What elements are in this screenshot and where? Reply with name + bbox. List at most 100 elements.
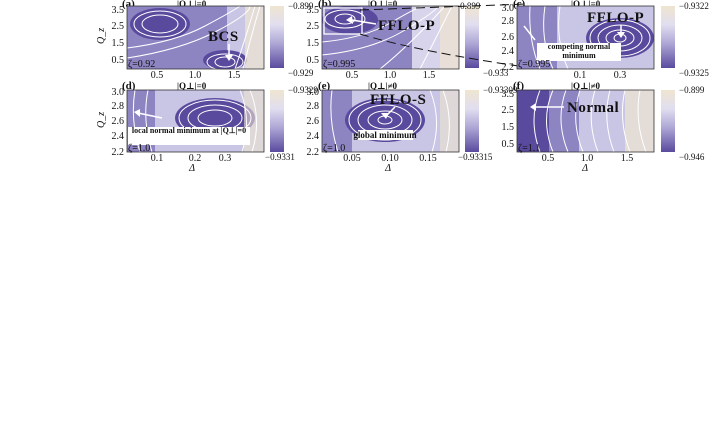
panel-d-label: (d) — [122, 80, 136, 92]
panel-a-plot — [126, 5, 265, 71]
panel-a: (a) |Q⊥|=0 BCS ζ=0.92 Q_z 3.5 — [96, 0, 314, 81]
panel-a-xtick: 1.5 — [228, 70, 241, 81]
panel-d-note: local normal minimum at |Q⊥|=0 — [131, 127, 247, 135]
panel-e-zeta: ζ=1.0 — [323, 143, 345, 154]
panel-e-xtick: 0.10 — [381, 153, 399, 164]
panel-f-cb-bottom: −0.946 — [679, 152, 705, 162]
panel-b: (b) |Q⊥|=0 FFLO-P ζ=0.995 3.5 2.5 1.5 0.… — [307, 0, 533, 81]
panel-d-ylabel: Q_z — [96, 112, 107, 128]
panel-c-note-box — [537, 43, 621, 61]
panel-b-label: (b) — [318, 0, 332, 10]
panel-d-arrow — [137, 112, 163, 119]
panel-e: (e) |Q⊥|≠0 FFLO-S global minimum ζ=1.0 3… — [307, 80, 518, 174]
panel-e-label: (e) — [318, 80, 331, 92]
panel-c-note-arrow — [523, 25, 536, 41]
panel-a-ytick: 3.5 — [112, 5, 125, 16]
panel-b-colorbar — [465, 6, 479, 68]
panel-f-ytick: 3.5 — [502, 89, 515, 100]
panel-f-plot — [516, 89, 655, 153]
panel-c-zeta: ζ=0.995 — [518, 59, 550, 70]
panel-e-xtick: 0.15 — [419, 153, 437, 164]
panel-f-xtick: 1.5 — [621, 153, 634, 164]
panel-b-ytick: 0.5 — [307, 55, 320, 66]
panel-b-zeta: ζ=0.995 — [323, 59, 355, 70]
panel-c-label: (c) — [513, 0, 526, 10]
panel-f-label: (f) — [513, 80, 524, 92]
panel-b-ytick: 3.5 — [307, 5, 320, 16]
panel-a-cb-bottom: −0.929 — [288, 68, 314, 78]
panel-d-title: |Q⊥|=0 — [177, 81, 207, 91]
panel-f-cb-top: −0.899 — [679, 85, 705, 95]
panel-c-ytick: 2.8 — [502, 16, 515, 27]
panel-d-ytick: 2.2 — [112, 147, 125, 158]
panel-d-xlabel: Δ — [188, 163, 195, 174]
zoom-connector-bottom — [359, 33, 533, 69]
panel-a-xtick: 0.5 — [151, 70, 164, 81]
panel-f-ytick: 0.5 — [502, 139, 515, 150]
panel-e-ytick: 2.6 — [307, 116, 320, 127]
panel-c-title: |Q⊥|=0 — [571, 0, 601, 9]
panel-a-ylabel: Q_z — [96, 28, 107, 44]
panel-c-annotation: FFLO-P — [587, 10, 644, 26]
panel-f-colorbar — [661, 90, 675, 152]
panel-d-ytick: 2.8 — [112, 101, 125, 112]
panel-b-arrow — [351, 19, 377, 25]
panel-d-xtick: 0.1 — [151, 153, 164, 164]
panel-b-xtick: 1.5 — [423, 70, 436, 81]
panel-e-arrowhead — [381, 113, 389, 119]
panel-f: (f) |Q⊥|≠0 Normal ζ=1.1 3.5 2.5 1.5 — [502, 80, 705, 174]
panel-a-annotation: BCS — [208, 29, 239, 45]
panel-e-note: global minimum — [353, 130, 417, 140]
panel-f-xtick: 1.0 — [581, 153, 594, 164]
panel-c-ytick: 2.6 — [502, 32, 515, 43]
panel-c: (c) |Q⊥|=0 FFLO-P competing normal minim… — [502, 0, 710, 81]
panel-a-ytick: 2.5 — [112, 21, 125, 32]
panel-c-ytick: 2.4 — [502, 46, 515, 57]
panel-d-xtick: 0.3 — [219, 153, 232, 164]
panel-d-xtick: 0.2 — [189, 153, 202, 164]
panel-e-annotation: FFLO-S — [370, 92, 426, 108]
panel-d-zeta: ζ=1.0 — [128, 143, 150, 154]
panel-c-xtick: 0.3 — [614, 70, 627, 81]
panel-a-cb-top: −0.899 — [288, 1, 314, 11]
panel-f-arrowhead — [530, 103, 536, 111]
panel-e-xlabel: Δ — [384, 163, 391, 174]
panel-b-arrowhead — [346, 16, 353, 24]
panel-e-colorbar — [465, 90, 479, 152]
panel-b-cb-top: −0.899 — [455, 1, 481, 11]
panel-d-note-box — [128, 127, 250, 145]
panel-d-cb-top: −0.9329 — [288, 85, 318, 95]
panel-e-xtick: 0.05 — [343, 153, 361, 164]
panel-f-ytick: 1.5 — [502, 122, 515, 133]
panel-f-title: |Q⊥|≠0 — [571, 81, 601, 91]
panel-c-arrowhead — [617, 32, 625, 38]
panel-f-zeta: ζ=1.1 — [518, 143, 540, 154]
panel-a-zeta: ζ=0.92 — [128, 59, 155, 70]
panel-d-cb-bottom: −0.9331 — [265, 152, 295, 162]
panel-e-ytick: 2.8 — [307, 101, 320, 112]
panel-a-colorbar — [270, 6, 284, 68]
panel-a-xtick: 1.0 — [189, 70, 202, 81]
panel-e-ytick: 2.2 — [307, 147, 320, 158]
panel-f-xlabel: Δ — [581, 163, 588, 174]
panel-d-ytick: 2.4 — [112, 131, 125, 142]
panel-a-title: |Q⊥|=0 — [177, 0, 207, 9]
panel-d-colorbar — [270, 90, 284, 152]
panel-b-xtick: 1.0 — [384, 70, 397, 81]
panel-b-annotation: FFLO-P — [378, 18, 435, 34]
panel-c-ytick: 3.0 — [502, 3, 515, 14]
panel-e-ytick: 2.4 — [307, 131, 320, 142]
panel-f-ytick: 2.5 — [502, 105, 515, 116]
panel-d: (d) |Q⊥|=0 local normal minimum at |Q⊥|=… — [96, 80, 318, 174]
panel-e-cb-top: −0.93309 — [483, 85, 518, 95]
panel-b-ytick: 2.5 — [307, 21, 320, 32]
panel-d-arrowhead — [134, 109, 140, 117]
panel-c-colorbar — [661, 6, 675, 68]
panel-b-xtick: 0.5 — [346, 70, 359, 81]
panel-a-ytick: 0.5 — [112, 55, 125, 66]
panel-d-ytick: 2.6 — [112, 116, 125, 127]
panel-c-cb-bottom: −0.9325 — [679, 68, 709, 78]
panel-e-cb-bottom: −0.93315 — [458, 152, 493, 162]
panel-c-ytick: 2.2 — [502, 62, 515, 73]
